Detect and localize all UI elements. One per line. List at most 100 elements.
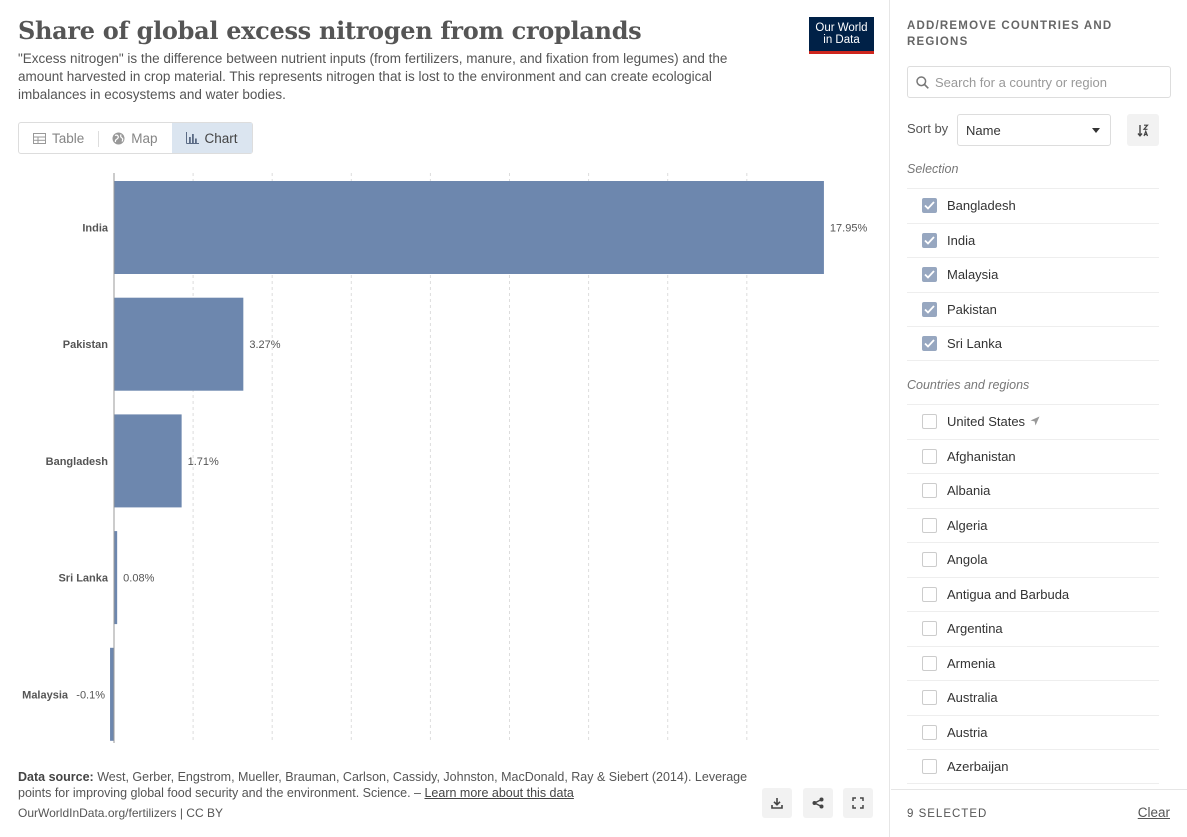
data-source: Data source: West, Gerber, Engstrom, Mue… xyxy=(18,769,748,801)
selected-country-item[interactable]: India xyxy=(907,222,1159,258)
tab-map-label: Map xyxy=(131,130,158,146)
source-label: Data source: xyxy=(18,770,94,784)
sort-label: Sort by xyxy=(907,121,949,136)
bar xyxy=(114,297,244,391)
caret-down-icon xyxy=(1092,128,1100,133)
chart-title: Share of global excess nitrogen from cro… xyxy=(18,16,642,45)
checkbox[interactable] xyxy=(922,335,937,351)
value-label: 17.95% xyxy=(830,223,868,235)
selector-footer: 9 SELECTED Clear xyxy=(891,789,1187,837)
selected-country-label: Bangladesh xyxy=(947,198,1016,214)
fullscreen-button[interactable] xyxy=(843,788,873,818)
chart-panel: Share of global excess nitrogen from cro… xyxy=(18,0,890,837)
country-item[interactable]: Argentina xyxy=(907,611,1159,646)
country-label: Antigua and Barbuda xyxy=(947,586,1070,602)
expand-icon xyxy=(852,797,864,809)
bar xyxy=(110,647,114,741)
learn-more-link[interactable]: Learn more about this data xyxy=(424,786,574,800)
bar xyxy=(114,414,182,508)
selector-heading: ADD/REMOVE COUNTRIES AND REGIONS xyxy=(907,20,1113,48)
sort-order-button[interactable] xyxy=(1127,114,1159,146)
selected-country-item[interactable]: Sri Lanka xyxy=(907,326,1159,361)
country-item[interactable]: Albania xyxy=(907,473,1159,508)
checkbox[interactable] xyxy=(922,198,937,214)
checkbox[interactable] xyxy=(922,758,937,774)
checkbox[interactable] xyxy=(922,552,937,568)
checkbox[interactable] xyxy=(922,621,937,637)
checkbox[interactable] xyxy=(922,301,937,317)
chart-icon xyxy=(185,132,199,144)
selected-country-label: Pakistan xyxy=(947,301,997,317)
selected-country-label: India xyxy=(947,232,976,248)
value-label: -0.1% xyxy=(76,689,105,701)
category-label: Sri Lanka xyxy=(58,573,108,585)
country-item[interactable]: Algeria xyxy=(907,507,1159,543)
selected-country-label: Sri Lanka xyxy=(947,335,1002,351)
country-item[interactable]: Afghanistan xyxy=(907,438,1159,474)
checkbox[interactable] xyxy=(922,517,937,533)
checkbox[interactable] xyxy=(922,724,937,740)
selected-country-item[interactable]: Malaysia xyxy=(907,257,1159,292)
search-box xyxy=(907,66,1171,98)
selected-country-item[interactable]: Pakistan xyxy=(907,291,1159,327)
selected-count: 9 SELECTED xyxy=(907,808,988,820)
tab-table-label: Table xyxy=(52,130,85,146)
selected-country-label: Malaysia xyxy=(947,267,999,283)
tab-map[interactable]: Map xyxy=(98,123,171,153)
country-label: Austria xyxy=(947,724,988,740)
owid-logo[interactable]: Our World in Data xyxy=(809,17,874,54)
category-label: India xyxy=(82,223,109,235)
globe-icon xyxy=(112,132,125,144)
search-input[interactable] xyxy=(935,74,1155,90)
tab-chart[interactable]: Chart xyxy=(171,123,252,153)
value-label: 1.71% xyxy=(188,456,219,468)
checkbox[interactable] xyxy=(922,448,937,464)
country-label: Australia xyxy=(947,690,998,706)
source-text: West, Gerber, Engstrom, Mueller, Brauman… xyxy=(18,770,748,800)
tab-table[interactable]: Table xyxy=(19,123,98,153)
selected-list: Bangladesh India Malaysia Pakistan Sri Lanka xyxy=(907,188,1159,361)
country-label: Albania xyxy=(947,483,991,499)
share-button[interactable] xyxy=(803,788,833,818)
country-label: Algeria xyxy=(947,517,988,533)
country-item[interactable]: Angola xyxy=(907,542,1159,577)
logo-line-1: Our World xyxy=(815,22,868,34)
country-label: Azerbaijan xyxy=(947,758,1009,774)
country-item[interactable]: Azerbaijan xyxy=(907,749,1159,784)
bar xyxy=(114,181,824,274)
checkbox[interactable] xyxy=(922,483,937,499)
countries-list: United States Afghanistan Albania Algeria An… xyxy=(907,404,1159,784)
country-label: Angola xyxy=(947,552,988,568)
country-item[interactable]: Australia xyxy=(907,680,1159,715)
checkbox[interactable] xyxy=(922,232,937,248)
search-icon xyxy=(916,75,929,89)
country-label: Afghanistan xyxy=(947,448,1016,464)
tab-chart-label: Chart xyxy=(204,130,238,146)
checkbox[interactable] xyxy=(922,267,937,283)
download-button[interactable] xyxy=(762,788,792,818)
checkbox[interactable] xyxy=(922,414,937,430)
country-item[interactable]: Armenia xyxy=(907,645,1159,681)
logo-line-2: in Data xyxy=(823,34,860,46)
bar-chart: India 17.95% Pakistan 3.27% Bangladesh 1.71% S… xyxy=(22,173,868,743)
countries-label: Countries and regions xyxy=(907,378,1030,392)
selected-country-item[interactable]: Bangladesh xyxy=(907,188,1159,223)
country-item[interactable]: United States xyxy=(907,404,1159,439)
value-label: 0.08% xyxy=(123,573,154,585)
value-label: 3.27% xyxy=(249,339,280,351)
license-url: OurWorldInData.org/fertilizers | CC BY xyxy=(18,806,223,820)
checkbox[interactable] xyxy=(922,690,937,706)
sort-value: Name xyxy=(966,122,1001,138)
country-label: United States xyxy=(947,414,1026,430)
checkbox[interactable] xyxy=(922,655,937,671)
checkbox[interactable] xyxy=(922,586,937,602)
table-icon xyxy=(33,132,46,144)
sort-order-icon xyxy=(1137,124,1149,137)
country-item[interactable]: Austria xyxy=(907,714,1159,750)
location-arrow-icon xyxy=(1030,414,1040,429)
country-item[interactable]: Antigua and Barbuda xyxy=(907,576,1159,612)
clear-button[interactable]: Clear xyxy=(1137,805,1170,820)
share-icon xyxy=(812,797,824,809)
bar xyxy=(114,531,118,625)
sort-select[interactable]: Name xyxy=(957,114,1111,146)
